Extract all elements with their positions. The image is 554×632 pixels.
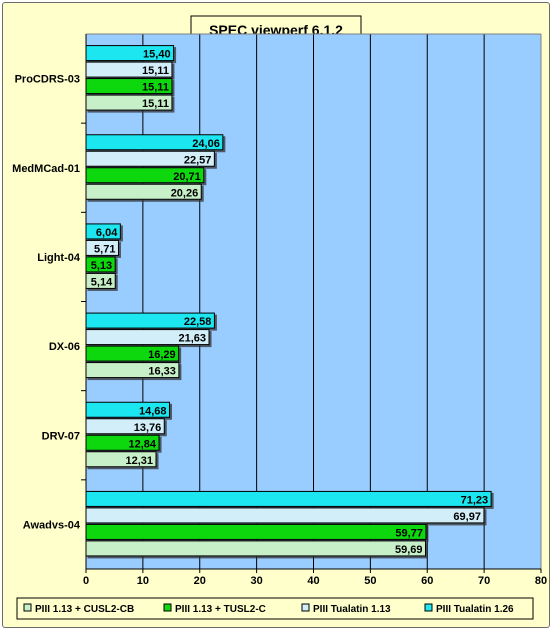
bar-value-label: 16,29 [148, 349, 176, 361]
legend-swatch [163, 603, 172, 612]
bar-value-label: 14,68 [139, 405, 167, 417]
legend-label: PIII Tualatin 1.13 [313, 604, 391, 615]
category-label: ProCDRS-03 [15, 74, 80, 86]
bar-value-label: 16,33 [148, 366, 176, 378]
bar-value-label: 20,71 [173, 171, 201, 183]
x-tick-label: 30 [251, 575, 263, 587]
bar-value-label: 59,77 [395, 527, 423, 539]
legend-label: PIII 1.13 + CUSL2-CB [35, 604, 134, 615]
legend-swatch [301, 603, 310, 612]
bar-value-label: 13,76 [134, 422, 162, 434]
bar-value-label: 15,11 [142, 98, 169, 110]
bar-value-label: 12,31 [125, 455, 153, 467]
bar [85, 490, 492, 507]
bar-value-label: 22,58 [184, 316, 212, 328]
legend-swatch [424, 603, 433, 612]
x-tick-label: 70 [478, 575, 490, 587]
legend-label: PIII Tualatin 1.26 [436, 604, 514, 615]
bar-value-label: 6,04 [96, 227, 118, 239]
category-label: DX-06 [49, 341, 80, 353]
bar-value-label: 15,40 [143, 49, 171, 61]
x-tick-label: 10 [137, 575, 149, 587]
category-label: Awadvs-04 [23, 519, 81, 531]
category-label: Light-04 [37, 252, 81, 264]
bar-value-label: 15,11 [142, 82, 169, 94]
x-tick-label: 60 [421, 575, 433, 587]
bar-value-label: 71,23 [461, 494, 489, 506]
x-tick-label: 50 [364, 575, 376, 587]
x-tick-label: 80 [535, 575, 547, 587]
legend-label: PIII 1.13 + TUSL2-C [175, 604, 266, 615]
legend-box [16, 597, 534, 620]
bar-value-label: 69,97 [453, 511, 481, 523]
bar-value-label: 12,84 [128, 438, 156, 450]
bar [85, 540, 426, 557]
bar [85, 523, 427, 540]
bar-value-label: 21,63 [178, 333, 206, 345]
bar-value-label: 59,69 [395, 544, 423, 556]
bar-value-label: 15,11 [142, 65, 169, 77]
x-tick-label: 0 [83, 575, 89, 587]
bar-value-label: 5,14 [91, 276, 113, 288]
category-label: DRV-07 [42, 430, 80, 442]
category-label: MedMCad-01 [12, 163, 80, 175]
bar-value-label: 5,13 [91, 260, 112, 272]
bar-value-label: 5,71 [94, 243, 115, 255]
bar-value-label: 24,06 [192, 138, 220, 150]
bar [85, 507, 485, 524]
bar-value-label: 20,26 [171, 187, 199, 199]
x-tick-label: 40 [307, 575, 319, 587]
legend-swatch [23, 603, 32, 612]
bar-value-label: 22,57 [184, 154, 212, 166]
x-tick-label: 20 [194, 575, 206, 587]
